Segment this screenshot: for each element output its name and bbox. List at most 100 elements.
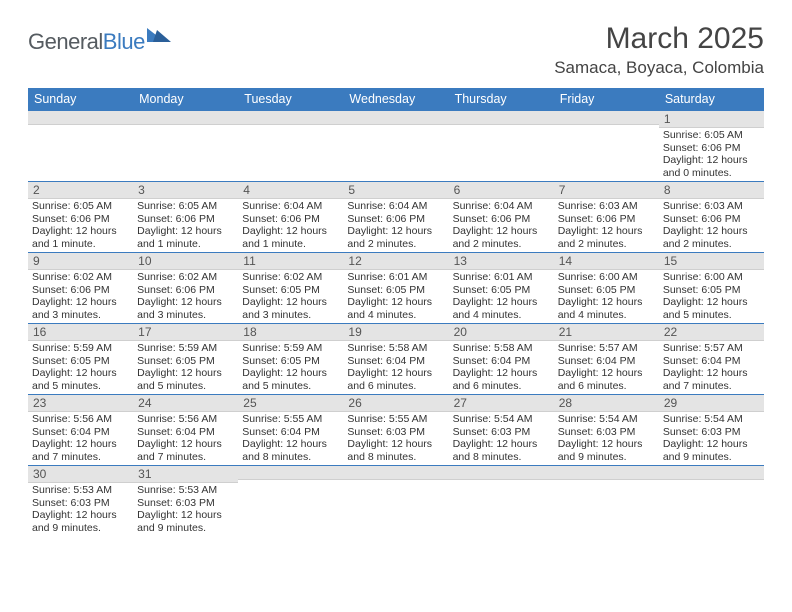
sunrise-text: Sunrise: 6:00 AM (558, 271, 655, 284)
day-body: Sunrise: 6:00 AMSunset: 6:05 PMDaylight:… (659, 270, 764, 323)
day-body: Sunrise: 5:57 AMSunset: 6:04 PMDaylight:… (554, 341, 659, 394)
sunset-text: Sunset: 6:04 PM (558, 355, 655, 368)
calendar-cell-empty (133, 111, 238, 181)
day-body (238, 480, 343, 530)
calendar-cell-empty (28, 111, 133, 181)
day-number: 23 (28, 395, 133, 412)
calendar-cell: 31Sunrise: 5:53 AMSunset: 6:03 PMDayligh… (133, 466, 238, 536)
day-body: Sunrise: 5:58 AMSunset: 6:04 PMDaylight:… (449, 341, 554, 394)
calendar-cell: 20Sunrise: 5:58 AMSunset: 6:04 PMDayligh… (449, 324, 554, 394)
sunset-text: Sunset: 6:05 PM (32, 355, 129, 368)
day-number: 13 (449, 253, 554, 270)
calendar-week: 23Sunrise: 5:56 AMSunset: 6:04 PMDayligh… (28, 395, 764, 466)
sunset-text: Sunset: 6:05 PM (558, 284, 655, 297)
sunset-text: Sunset: 6:03 PM (453, 426, 550, 439)
calendar-cell: 15Sunrise: 6:00 AMSunset: 6:05 PMDayligh… (659, 253, 764, 323)
daylight-text: Daylight: 12 hours and 9 minutes. (663, 438, 760, 463)
daylight-text: Daylight: 12 hours and 2 minutes. (453, 225, 550, 250)
calendar-cell: 14Sunrise: 6:00 AMSunset: 6:05 PMDayligh… (554, 253, 659, 323)
day-number: 14 (554, 253, 659, 270)
daylight-text: Daylight: 12 hours and 2 minutes. (663, 225, 760, 250)
calendar-cell: 28Sunrise: 5:54 AMSunset: 6:03 PMDayligh… (554, 395, 659, 465)
sunrise-text: Sunrise: 5:58 AM (453, 342, 550, 355)
sunrise-text: Sunrise: 5:59 AM (32, 342, 129, 355)
day-body: Sunrise: 5:55 AMSunset: 6:03 PMDaylight:… (343, 412, 448, 465)
sunset-text: Sunset: 6:05 PM (137, 355, 234, 368)
sunrise-text: Sunrise: 6:04 AM (347, 200, 444, 213)
sunrise-text: Sunrise: 6:02 AM (242, 271, 339, 284)
day-number (659, 466, 764, 480)
day-number: 30 (28, 466, 133, 483)
day-body (28, 125, 133, 175)
day-body: Sunrise: 6:05 AMSunset: 6:06 PMDaylight:… (28, 199, 133, 252)
day-body: Sunrise: 6:02 AMSunset: 6:06 PMDaylight:… (133, 270, 238, 323)
dow-thu: Thursday (449, 88, 554, 111)
day-number (133, 111, 238, 125)
sunset-text: Sunset: 6:06 PM (137, 213, 234, 226)
day-number: 26 (343, 395, 448, 412)
day-number: 6 (449, 182, 554, 199)
sunset-text: Sunset: 6:04 PM (32, 426, 129, 439)
logo-text-2: Blue (103, 29, 145, 55)
day-body: Sunrise: 5:59 AMSunset: 6:05 PMDaylight:… (238, 341, 343, 394)
day-number (343, 111, 448, 125)
day-body: Sunrise: 6:00 AMSunset: 6:05 PMDaylight:… (554, 270, 659, 323)
dow-fri: Friday (554, 88, 659, 111)
calendar-cell-empty (238, 111, 343, 181)
calendar-cell: 5Sunrise: 6:04 AMSunset: 6:06 PMDaylight… (343, 182, 448, 252)
sunset-text: Sunset: 6:06 PM (32, 284, 129, 297)
day-number: 4 (238, 182, 343, 199)
calendar-cell: 10Sunrise: 6:02 AMSunset: 6:06 PMDayligh… (133, 253, 238, 323)
calendar-cell: 6Sunrise: 6:04 AMSunset: 6:06 PMDaylight… (449, 182, 554, 252)
day-body: Sunrise: 6:05 AMSunset: 6:06 PMDaylight:… (659, 128, 764, 181)
sunset-text: Sunset: 6:03 PM (558, 426, 655, 439)
daylight-text: Daylight: 12 hours and 9 minutes. (32, 509, 129, 534)
daylight-text: Daylight: 12 hours and 4 minutes. (453, 296, 550, 321)
calendar-cell: 2Sunrise: 6:05 AMSunset: 6:06 PMDaylight… (28, 182, 133, 252)
sunrise-text: Sunrise: 6:03 AM (558, 200, 655, 213)
sunrise-text: Sunrise: 6:05 AM (32, 200, 129, 213)
day-body: Sunrise: 6:01 AMSunset: 6:05 PMDaylight:… (449, 270, 554, 323)
day-number: 27 (449, 395, 554, 412)
sunrise-text: Sunrise: 5:57 AM (558, 342, 655, 355)
sunset-text: Sunset: 6:06 PM (453, 213, 550, 226)
calendar-cell-empty (343, 111, 448, 181)
calendar-cell: 18Sunrise: 5:59 AMSunset: 6:05 PMDayligh… (238, 324, 343, 394)
day-body: Sunrise: 5:59 AMSunset: 6:05 PMDaylight:… (28, 341, 133, 394)
day-number (343, 466, 448, 480)
sunset-text: Sunset: 6:04 PM (242, 426, 339, 439)
calendar-cell: 23Sunrise: 5:56 AMSunset: 6:04 PMDayligh… (28, 395, 133, 465)
daylight-text: Daylight: 12 hours and 9 minutes. (558, 438, 655, 463)
day-number: 12 (343, 253, 448, 270)
sunset-text: Sunset: 6:06 PM (663, 213, 760, 226)
dow-tue: Tuesday (238, 88, 343, 111)
day-number: 29 (659, 395, 764, 412)
day-number: 10 (133, 253, 238, 270)
calendar-week: 16Sunrise: 5:59 AMSunset: 6:05 PMDayligh… (28, 324, 764, 395)
month-title: March 2025 (554, 22, 764, 56)
daylight-text: Daylight: 12 hours and 5 minutes. (32, 367, 129, 392)
sunrise-text: Sunrise: 5:59 AM (137, 342, 234, 355)
sunset-text: Sunset: 6:06 PM (663, 142, 760, 155)
day-body: Sunrise: 5:54 AMSunset: 6:03 PMDaylight:… (659, 412, 764, 465)
day-body (554, 125, 659, 175)
calendar-cell: 13Sunrise: 6:01 AMSunset: 6:05 PMDayligh… (449, 253, 554, 323)
daylight-text: Daylight: 12 hours and 0 minutes. (663, 154, 760, 179)
sunrise-text: Sunrise: 5:58 AM (347, 342, 444, 355)
day-number: 7 (554, 182, 659, 199)
sunrise-text: Sunrise: 6:01 AM (453, 271, 550, 284)
day-body: Sunrise: 6:01 AMSunset: 6:05 PMDaylight:… (343, 270, 448, 323)
sunrise-text: Sunrise: 5:56 AM (137, 413, 234, 426)
day-body: Sunrise: 5:55 AMSunset: 6:04 PMDaylight:… (238, 412, 343, 465)
day-body: Sunrise: 5:58 AMSunset: 6:04 PMDaylight:… (343, 341, 448, 394)
day-number: 25 (238, 395, 343, 412)
sunrise-text: Sunrise: 5:55 AM (242, 413, 339, 426)
day-body: Sunrise: 5:56 AMSunset: 6:04 PMDaylight:… (28, 412, 133, 465)
daylight-text: Daylight: 12 hours and 7 minutes. (663, 367, 760, 392)
calendar: Sunday Monday Tuesday Wednesday Thursday… (28, 88, 764, 536)
day-number (554, 466, 659, 480)
day-body (449, 480, 554, 530)
day-number: 17 (133, 324, 238, 341)
day-number: 5 (343, 182, 448, 199)
calendar-cell: 16Sunrise: 5:59 AMSunset: 6:05 PMDayligh… (28, 324, 133, 394)
